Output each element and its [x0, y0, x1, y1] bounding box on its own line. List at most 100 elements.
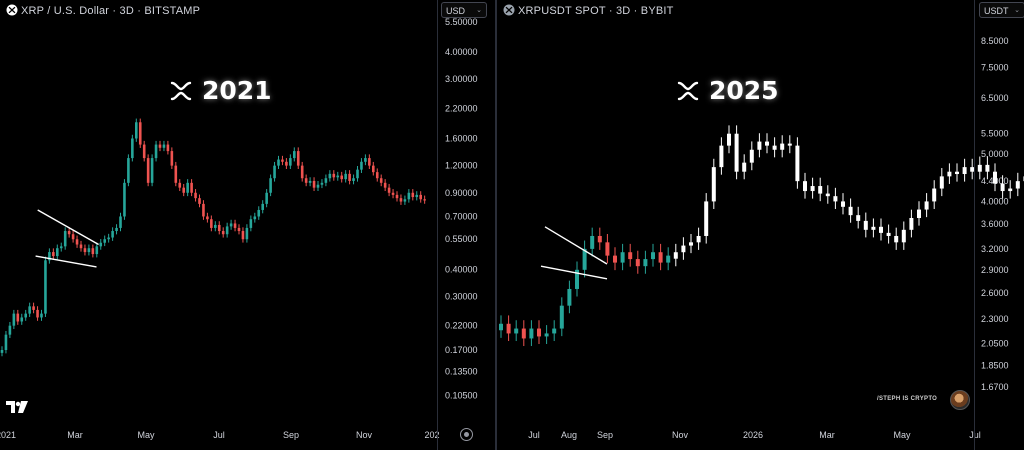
candle-body — [387, 187, 391, 193]
y-tick-label: 3.00000 — [445, 74, 478, 84]
right-year-title: 2025 — [677, 76, 779, 105]
x-tick-label: Aug — [561, 430, 577, 440]
x-tick-label: Mar — [819, 430, 835, 440]
candle-body — [711, 167, 716, 202]
candle-body — [119, 216, 122, 228]
y-tick-label: 0.70000 — [445, 211, 478, 221]
candle-body — [757, 141, 762, 150]
left-currency-label: USD — [446, 6, 466, 16]
candle-body — [795, 145, 800, 182]
candle-body — [221, 231, 225, 235]
left-symbol-header[interactable]: XRP / U.S. Dollar · 3D · BITSTAMP — [6, 4, 200, 17]
right-chart-panel[interactable]: 8.50007.50006.50005.50005.00004.40004.00… — [497, 0, 1024, 450]
x-tick-label: Nov — [672, 430, 689, 440]
candle-body — [985, 164, 990, 172]
author-watermark: /STEPH IS CRYPTO — [877, 396, 938, 402]
candle-body — [158, 144, 162, 148]
candle-body — [765, 141, 769, 146]
candle-body — [324, 178, 328, 183]
candle-body — [233, 223, 237, 228]
right-symbol-header[interactable]: XRPUSDT SPOT · 3D · BYBIT — [503, 4, 674, 17]
right-year-text: 2025 — [709, 76, 779, 105]
candle-body — [206, 216, 209, 220]
candle-body — [225, 226, 229, 235]
candle-body — [4, 334, 8, 350]
candle-body — [917, 209, 921, 219]
reset-view-icon[interactable] — [460, 428, 473, 441]
candle-body — [364, 158, 367, 162]
candle-body — [901, 229, 906, 243]
candle-body — [269, 178, 272, 193]
tradingview-logo-icon[interactable] — [6, 400, 28, 418]
right-chart-canvas[interactable]: 8.50007.50006.50005.50005.00004.40004.00… — [497, 0, 1024, 450]
candle-body — [95, 246, 99, 255]
candle-body — [107, 237, 110, 240]
left-currency-select[interactable]: USD ⌄ — [441, 2, 487, 18]
candle-body — [521, 328, 526, 339]
candle-body — [375, 172, 379, 179]
candle-body — [138, 122, 142, 145]
y-tick-label: 1.8500 — [981, 360, 1009, 370]
candle-body — [379, 178, 383, 183]
candle-body — [52, 252, 55, 257]
x-tick-label: 2021 — [0, 430, 16, 440]
candle-body — [894, 235, 899, 243]
y-tick-label: 0.22000 — [445, 321, 478, 331]
candle-body — [613, 255, 617, 263]
candle-body — [818, 186, 823, 194]
candle-body — [605, 242, 610, 256]
candle-body — [202, 203, 205, 217]
candle-body — [932, 188, 937, 202]
y-tick-label: 5.5000 — [981, 129, 1009, 139]
y-tick-label: 2.3000 — [981, 314, 1009, 324]
candle-body — [1015, 181, 1020, 189]
candle-body — [59, 246, 63, 249]
x-tick-label: Nov — [356, 430, 373, 440]
candle-body — [348, 173, 351, 181]
left-chart-panel[interactable]: 5.50000 4.00000 3.00000 2.20000 1.60000 1.200… — [0, 0, 496, 450]
candle-body — [285, 161, 288, 166]
candle-body — [75, 239, 79, 245]
right-currency-select[interactable]: USDT ⌄ — [979, 2, 1024, 18]
candle-body — [146, 158, 150, 183]
candle-body — [28, 306, 31, 314]
candle-body — [182, 187, 185, 193]
candle-body — [190, 182, 193, 193]
candle-body — [178, 182, 182, 188]
candle-body — [567, 288, 572, 306]
candle-body — [395, 194, 399, 199]
candle-body — [293, 151, 296, 159]
candle-body — [825, 193, 830, 197]
candle-body — [87, 248, 91, 253]
trendline[interactable] — [37, 209, 99, 246]
candle-body — [879, 226, 883, 233]
candle-body — [277, 159, 280, 166]
candle-body — [12, 313, 16, 326]
right-price-axis-border — [974, 0, 975, 450]
candle-body — [131, 138, 134, 159]
candle-body — [241, 231, 245, 240]
candle-body — [537, 328, 541, 337]
candle-body — [514, 328, 519, 334]
y-tick-label: 4.0000 — [981, 196, 1009, 206]
candle-body — [780, 143, 785, 150]
candle-body — [970, 167, 975, 172]
candle-body — [127, 158, 130, 183]
candle-body — [552, 328, 557, 334]
left-year-title: 2021 — [170, 76, 272, 105]
y-tick-label: 0.40000 — [445, 264, 478, 274]
chevron-down-icon: ⌄ — [1014, 7, 1020, 14]
trendline[interactable] — [35, 255, 97, 268]
candle-body — [352, 178, 355, 181]
trendline[interactable] — [540, 265, 608, 280]
candle-body — [719, 145, 724, 168]
candle-body — [582, 248, 587, 270]
trendline[interactable] — [544, 226, 608, 265]
x-tick-label: Sep — [597, 430, 613, 440]
candle-body — [135, 122, 138, 139]
y-tick-label: 5.0000 — [981, 149, 1009, 159]
candle-body — [281, 159, 284, 162]
panel-divider[interactable] — [495, 0, 497, 450]
candle-body — [772, 145, 777, 150]
left-chart-canvas[interactable]: 5.50000 4.00000 3.00000 2.20000 1.60000 1.200… — [0, 0, 496, 450]
